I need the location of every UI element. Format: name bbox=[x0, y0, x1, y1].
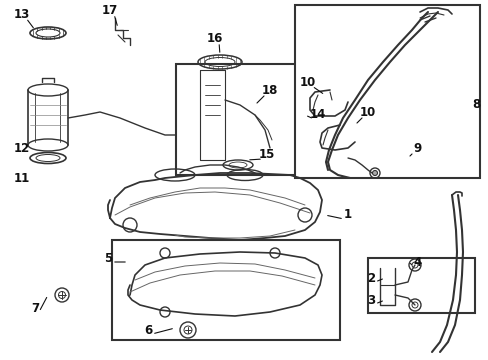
Text: 13: 13 bbox=[14, 8, 30, 21]
Text: 17: 17 bbox=[102, 4, 118, 17]
Text: 11: 11 bbox=[14, 171, 30, 184]
Text: 8: 8 bbox=[471, 99, 479, 112]
Text: 7: 7 bbox=[31, 302, 39, 315]
Bar bbox=[176, 64, 309, 175]
Text: 3: 3 bbox=[366, 293, 374, 306]
Text: 9: 9 bbox=[413, 141, 421, 154]
Text: 16: 16 bbox=[206, 31, 223, 45]
Text: 18: 18 bbox=[261, 84, 278, 96]
Text: 6: 6 bbox=[143, 324, 152, 337]
Circle shape bbox=[372, 171, 377, 175]
Text: 10: 10 bbox=[359, 105, 375, 118]
Text: 14: 14 bbox=[309, 108, 325, 122]
Bar bbox=[112, 240, 339, 340]
Text: 5: 5 bbox=[103, 252, 112, 265]
Text: 4: 4 bbox=[413, 256, 421, 269]
Text: 1: 1 bbox=[343, 208, 351, 221]
Bar bbox=[367, 258, 474, 313]
Text: 12: 12 bbox=[14, 141, 30, 154]
Text: 2: 2 bbox=[366, 271, 374, 284]
Text: 15: 15 bbox=[258, 148, 275, 162]
Text: 10: 10 bbox=[299, 76, 315, 89]
Bar bbox=[294, 5, 479, 178]
